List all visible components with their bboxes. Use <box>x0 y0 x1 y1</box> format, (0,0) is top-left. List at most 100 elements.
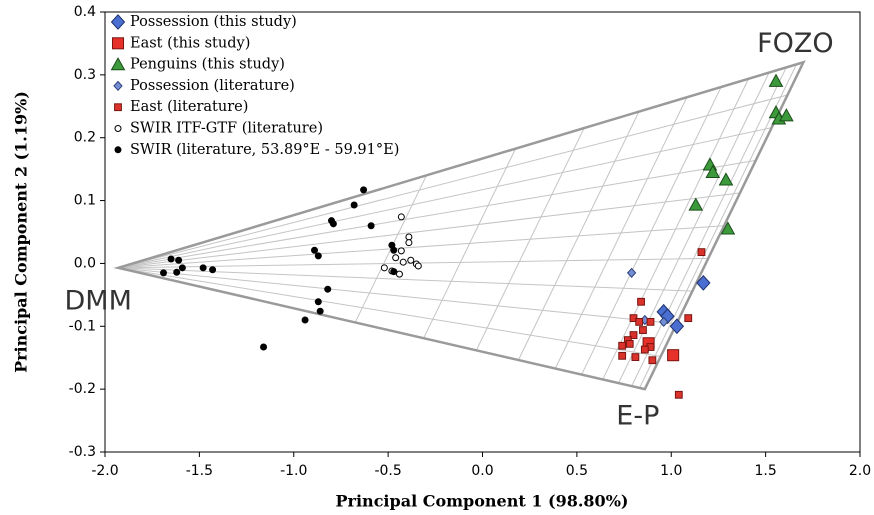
legend-marker <box>114 103 122 112</box>
data-point <box>209 266 217 274</box>
data-point <box>407 256 415 264</box>
data-point <box>350 201 358 209</box>
y-tick-label: 0.3 <box>74 67 96 83</box>
mixing-grid-line <box>581 86 722 375</box>
x-tick-label: -2.0 <box>91 463 118 479</box>
data-point <box>390 246 398 254</box>
legend-marker <box>113 80 123 92</box>
data-point <box>646 317 655 326</box>
data-point <box>696 275 711 291</box>
data-point <box>667 349 680 362</box>
data-point <box>392 254 400 262</box>
data-point <box>301 316 309 324</box>
data-point <box>631 353 640 361</box>
mixing-grid-line <box>602 78 750 380</box>
legend-marker <box>111 37 125 50</box>
data-point <box>311 246 319 254</box>
mixing-grid-line <box>423 148 517 339</box>
mixing-grid-line <box>631 67 787 387</box>
x-tick-label: -1.5 <box>186 463 213 479</box>
data-point <box>779 108 794 122</box>
data-point <box>380 264 388 272</box>
data-point <box>669 318 685 335</box>
data-point <box>659 316 669 328</box>
data-point <box>660 308 675 325</box>
data-point <box>173 268 181 276</box>
data-point <box>324 285 332 293</box>
mixing-triangle <box>113 60 806 391</box>
data-point <box>688 197 704 211</box>
data-point <box>674 390 683 399</box>
data-point <box>718 172 734 186</box>
y-tick-label: -0.2 <box>69 381 96 397</box>
legend-marker <box>110 57 126 71</box>
data-point <box>635 317 644 326</box>
data-point <box>618 351 627 360</box>
data-point <box>405 239 413 247</box>
data-point <box>626 267 637 279</box>
y-tick-label: 0.2 <box>74 130 96 146</box>
mixing-grid-line <box>517 111 640 361</box>
mixing-grid-line <box>118 267 677 325</box>
data-point <box>314 252 322 260</box>
data-point <box>629 331 638 339</box>
legend-label: Possession (literature) <box>130 78 295 94</box>
mixing-grid-line <box>639 64 797 389</box>
y-tick-label: -0.3 <box>69 444 96 460</box>
data-point <box>618 341 627 350</box>
data-point <box>360 186 368 194</box>
data-point <box>637 297 645 306</box>
legend-label: Possession (this study) <box>130 14 297 30</box>
mixing-grid-line <box>118 225 725 269</box>
x-tick-label: -0.5 <box>374 463 401 479</box>
x-axis-label: Principal Component 1 (98.80%) <box>336 492 629 511</box>
mixing-grid-line <box>118 94 788 269</box>
data-point <box>639 326 647 334</box>
data-point <box>329 220 337 228</box>
data-point <box>390 268 398 276</box>
vertex-label: E-P <box>616 401 659 432</box>
vertex-label: FOZO <box>757 28 834 59</box>
data-point <box>399 258 407 266</box>
data-point <box>397 213 405 221</box>
mixing-grid-line <box>554 97 688 369</box>
data-point <box>175 256 183 264</box>
legend-label: East (this study) <box>130 35 250 51</box>
y-tick-label: 0.4 <box>74 4 96 20</box>
data-point <box>625 339 634 348</box>
data-point <box>178 264 186 272</box>
data-point <box>720 221 736 235</box>
data-point <box>260 343 268 351</box>
data-point <box>768 73 784 87</box>
legend-marker <box>114 146 122 154</box>
legend-label: East (literature) <box>130 99 248 115</box>
x-tick-label: 2.0 <box>849 463 871 479</box>
data-point <box>640 345 649 354</box>
data-point <box>367 222 375 230</box>
data-point <box>697 248 706 257</box>
data-point <box>314 298 322 306</box>
data-point <box>199 264 207 272</box>
legend-label: Penguins (this study) <box>130 57 285 73</box>
data-point <box>405 233 413 241</box>
y-tick-label: 0.0 <box>74 255 96 271</box>
y-tick-label: 0.1 <box>74 193 96 209</box>
legend-marker <box>110 14 126 30</box>
mixing-grid-line <box>118 267 661 357</box>
x-tick-label: 1.0 <box>660 463 682 479</box>
data-point <box>414 262 422 270</box>
data-point <box>705 164 721 178</box>
x-tick-label: 0.5 <box>566 463 588 479</box>
legend-label: SWIR ITF-GTF (literature) <box>130 121 323 137</box>
data-point <box>684 314 693 323</box>
data-point <box>160 269 168 277</box>
data-point <box>167 255 175 263</box>
mixing-grid-line <box>118 127 772 269</box>
legend-marker <box>114 125 122 132</box>
mixing-grid-line <box>118 192 741 269</box>
x-tick-label: 0.0 <box>471 463 493 479</box>
legend-label: SWIR (literature, 53.89°E - 59.91°E) <box>130 142 399 158</box>
data-point <box>648 356 657 365</box>
y-axis-label: Principal Component 2 (1.19%) <box>12 91 31 373</box>
